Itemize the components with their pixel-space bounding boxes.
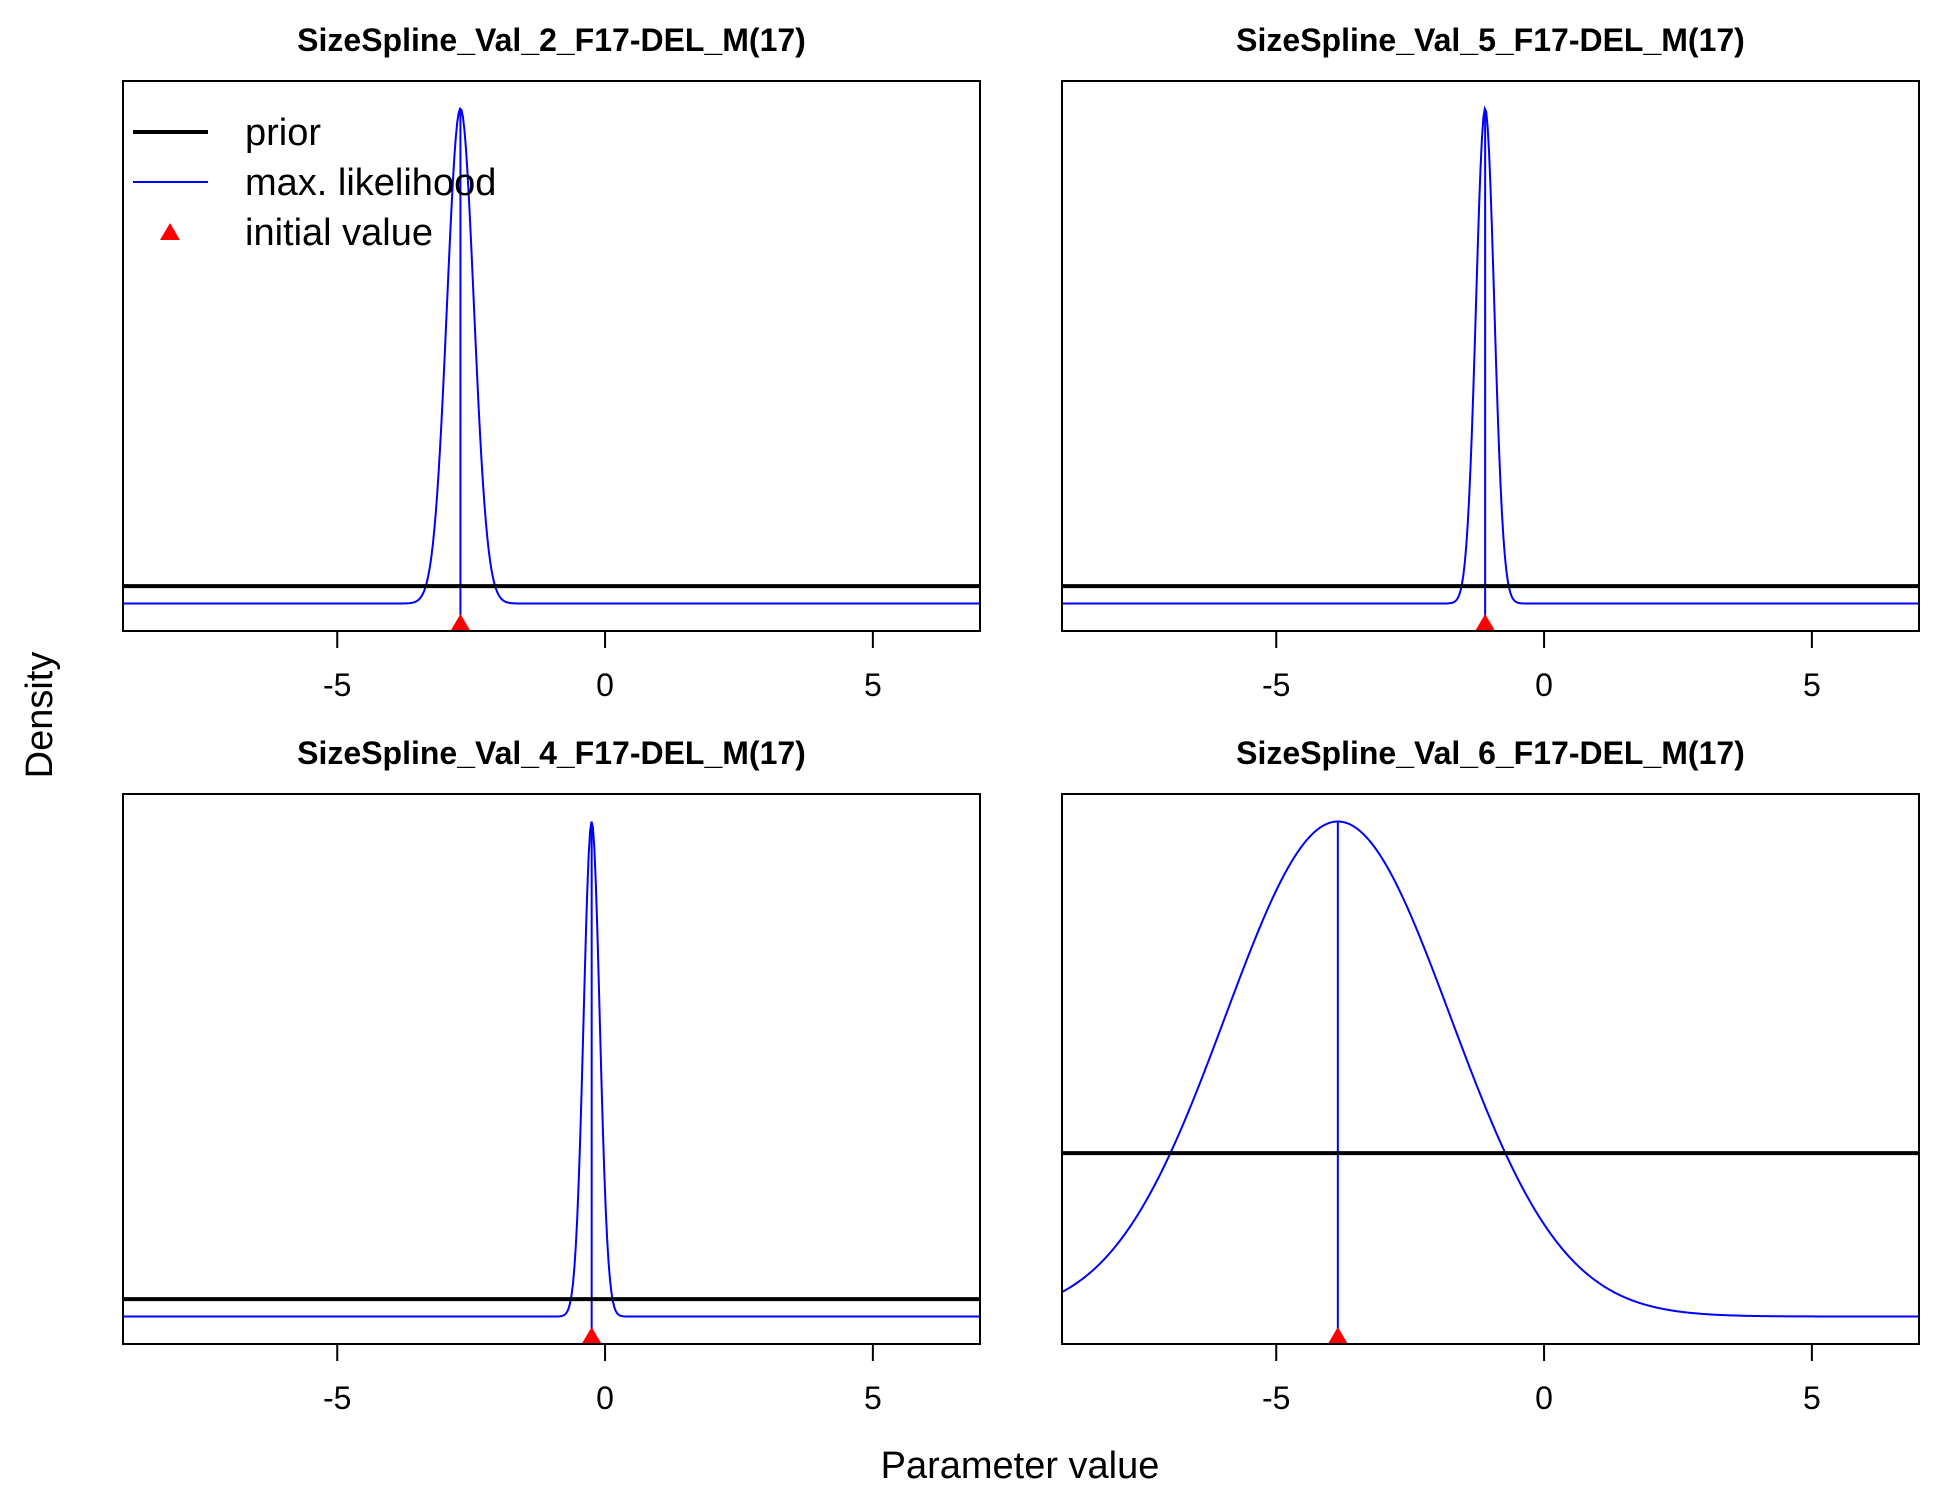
x-tick-label: 5 [864, 667, 882, 703]
x-tick-label: 0 [596, 1380, 614, 1416]
initial-value-marker [581, 1327, 602, 1344]
legend-item-3: initial value [160, 212, 433, 254]
legend-label: initial value [245, 212, 433, 254]
panel-1: SizeSpline_Val_2_F17-DEL_M(17) -5 0 5 [122, 22, 981, 703]
ml-density-curve [1062, 820, 1919, 1318]
plot-area [1062, 820, 1919, 1344]
legend-item-1: prior [133, 112, 321, 154]
x-tick-label: -5 [1262, 1380, 1290, 1416]
panel-3: SizeSpline_Val_4_F17-DEL_M(17) -5 0 5 [122, 735, 981, 1416]
ml-density-curve [1062, 105, 1919, 605]
panels: SizeSpline_Val_2_F17-DEL_M(17)-5 0 5SizeSp… [122, 22, 1920, 1416]
ml-density-curve [123, 821, 980, 1318]
initial-value-marker [1475, 614, 1496, 631]
x-tick-label: -5 [323, 1380, 351, 1416]
x-tick-label: 5 [1803, 667, 1821, 703]
panel-frame [1061, 793, 1920, 1345]
initial-value-marker [450, 614, 471, 631]
panel-title: SizeSpline_Val_4_F17-DEL_M(17) [297, 735, 806, 771]
x-tick-label: 0 [1535, 1380, 1553, 1416]
legend-swatch [160, 223, 180, 240]
initial-value-marker [1327, 1327, 1348, 1344]
panel-frame [122, 80, 981, 632]
y-axis-label: Density [19, 652, 61, 779]
ml-density-curve [123, 106, 980, 605]
plot-area [1062, 105, 1919, 631]
x-tick-label: -5 [323, 667, 351, 703]
panel-4: SizeSpline_Val_6_F17-DEL_M(17) -5 0 5 [1061, 735, 1920, 1416]
panel-title: SizeSpline_Val_5_F17-DEL_M(17) [1236, 22, 1745, 58]
panel-frame [1061, 80, 1920, 632]
legend-label: prior [245, 112, 321, 154]
panel-frame [122, 793, 981, 1345]
x-tick-label: 5 [1803, 1380, 1821, 1416]
plot-area [123, 821, 980, 1344]
legend: prior max. likelihood initial value [133, 112, 496, 254]
plot-area [123, 106, 980, 631]
panel-title: SizeSpline_Val_2_F17-DEL_M(17) [297, 22, 806, 58]
legend-item-2: max. likelihood [133, 162, 496, 204]
legend-label: max. likelihood [245, 162, 496, 204]
panel-title: SizeSpline_Val_6_F17-DEL_M(17) [1236, 735, 1745, 771]
panel-2: SizeSpline_Val_5_F17-DEL_M(17) -5 0 5 [1061, 22, 1920, 703]
x-tick-label: 0 [1535, 667, 1553, 703]
x-tick-label: 0 [596, 667, 614, 703]
x-tick-label: -5 [1262, 667, 1290, 703]
x-axis-label: Parameter value [881, 1445, 1160, 1487]
x-tick-label: 5 [864, 1380, 882, 1416]
